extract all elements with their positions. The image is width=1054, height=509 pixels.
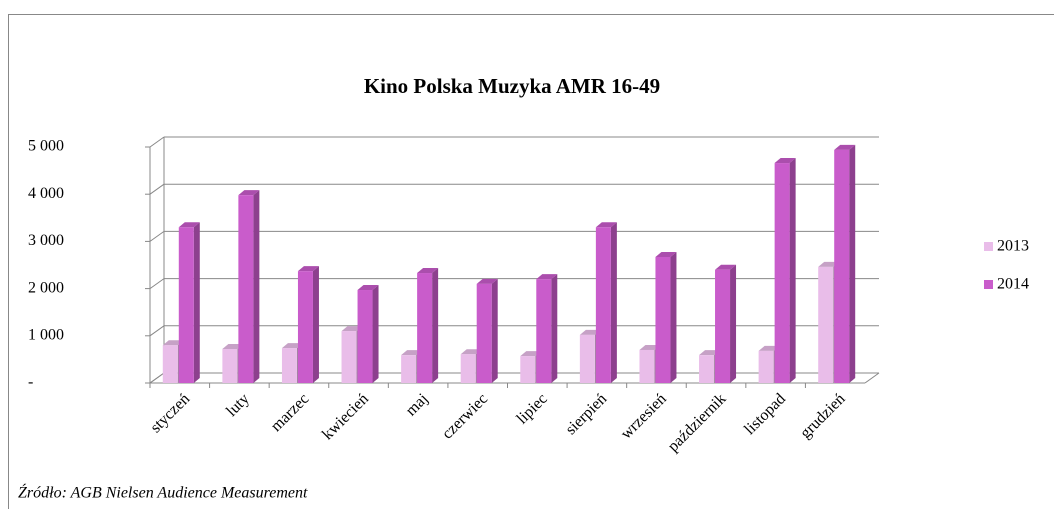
bar-side xyxy=(789,158,796,383)
bar-top xyxy=(281,343,303,349)
grid-line xyxy=(149,372,165,384)
bar-front xyxy=(774,163,790,383)
bar-front xyxy=(595,227,611,383)
y-tick-label: 1 000 xyxy=(28,326,64,343)
bar-front xyxy=(401,355,417,383)
bar-top xyxy=(579,329,601,335)
y-tick-label: - xyxy=(28,374,33,391)
y-tick-label: 2 000 xyxy=(28,279,64,296)
bar-side xyxy=(551,274,558,383)
bar-top xyxy=(460,349,482,355)
bar-front xyxy=(476,283,492,383)
source-note: Źródło: AGB Nielsen Audience Measurement xyxy=(18,483,308,502)
bar-front xyxy=(579,334,595,383)
bar-top xyxy=(357,285,379,291)
legend-label: 2013 xyxy=(997,238,1029,255)
bar-top xyxy=(401,350,423,356)
bar-top xyxy=(417,268,439,274)
bar xyxy=(476,278,498,383)
bar-front xyxy=(655,256,671,383)
bar-side xyxy=(432,268,439,383)
bar-top xyxy=(178,222,200,228)
bar xyxy=(536,274,558,383)
chart-title: Kino Polska Muzyka AMR 16-49 xyxy=(364,74,660,98)
bar xyxy=(238,190,260,383)
bar-top xyxy=(699,350,721,356)
bar-top xyxy=(818,261,840,267)
bar-front xyxy=(536,279,552,383)
grid-line xyxy=(149,136,165,148)
bar-top xyxy=(715,264,737,270)
bar-side xyxy=(372,285,379,383)
bar-top xyxy=(595,222,617,228)
bar xyxy=(178,222,200,383)
bar xyxy=(655,251,677,383)
bar-top xyxy=(476,278,498,284)
bar xyxy=(595,222,617,383)
legend-swatch xyxy=(984,280,993,289)
bar-top xyxy=(520,351,542,357)
bar-front xyxy=(834,149,850,383)
bar-side xyxy=(670,251,677,383)
bar-front xyxy=(178,227,194,383)
bar-side xyxy=(730,264,737,383)
bar xyxy=(715,264,737,383)
grid-line xyxy=(149,325,165,337)
bar xyxy=(357,285,379,383)
bar-top xyxy=(341,326,363,332)
bar-top xyxy=(655,251,677,257)
legend-label: 2014 xyxy=(997,276,1029,293)
bar-top xyxy=(834,144,856,150)
bar-front xyxy=(818,266,834,383)
grid-line xyxy=(149,230,165,242)
y-tick-label: 5 000 xyxy=(28,138,64,155)
bar xyxy=(774,158,796,383)
bar-front xyxy=(281,348,297,383)
bar-front xyxy=(520,356,536,383)
bar-front xyxy=(357,290,373,383)
bar-top xyxy=(639,344,661,350)
grid-line xyxy=(149,183,165,195)
bar-top xyxy=(758,345,780,351)
bar-front xyxy=(699,355,715,383)
bar-front xyxy=(417,273,433,383)
bar-side xyxy=(610,222,617,383)
bar-front xyxy=(162,345,178,383)
bar-top xyxy=(238,190,260,196)
bar-front xyxy=(758,350,774,383)
bar-top xyxy=(536,274,558,280)
bar-side xyxy=(849,144,856,383)
bar-top xyxy=(297,266,319,272)
grid-line xyxy=(149,278,165,290)
bar-top xyxy=(774,158,796,164)
y-tick-label: 3 000 xyxy=(28,232,64,249)
bar xyxy=(297,266,319,383)
bar-front xyxy=(341,331,357,383)
bar xyxy=(834,144,856,383)
bar-front xyxy=(238,195,254,383)
bar-side xyxy=(253,190,260,383)
bar-top xyxy=(162,340,184,346)
bar-side xyxy=(491,278,498,383)
bar-front xyxy=(222,349,238,383)
legend-swatch xyxy=(984,242,993,251)
bar-front xyxy=(715,269,731,383)
bar-front xyxy=(639,349,655,383)
axis-line xyxy=(864,372,880,384)
bar xyxy=(417,268,439,383)
bar-side xyxy=(193,222,200,383)
bar-front xyxy=(460,354,476,383)
bar-side xyxy=(312,266,319,383)
bar-front xyxy=(297,271,313,383)
y-tick-label: 4 000 xyxy=(28,185,64,202)
bar-top xyxy=(222,344,244,350)
